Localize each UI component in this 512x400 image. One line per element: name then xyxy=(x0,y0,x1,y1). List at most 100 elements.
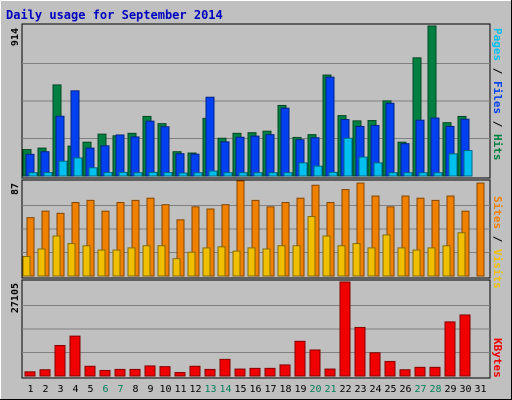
legend-entry: Visits xyxy=(491,249,504,289)
bar-visits-day-3 xyxy=(52,235,61,277)
bar-kbytes-day-11 xyxy=(174,372,186,377)
x-tick-label: 4 xyxy=(72,384,78,395)
bar-files-day-18 xyxy=(280,107,290,177)
bar-visits-day-8 xyxy=(127,247,136,277)
bar-pages-day-29 xyxy=(448,153,458,177)
bar-visits-day-25 xyxy=(382,234,391,277)
bar-kbytes-day-17 xyxy=(264,367,276,377)
bar-files-day-17 xyxy=(265,134,275,177)
bar-kbytes-day-13 xyxy=(204,368,216,377)
y-axis-max-label: 87 xyxy=(10,183,21,195)
bar-visits-day-17 xyxy=(262,248,271,277)
bar-files-day-28 xyxy=(430,117,440,177)
bar-pages-day-27 xyxy=(418,172,428,177)
x-tick-label: 1 xyxy=(27,384,33,395)
x-tick-label: 18 xyxy=(279,384,291,395)
bar-files-day-8 xyxy=(130,136,140,177)
bar-visits-day-29 xyxy=(442,245,451,277)
bar-kbytes-day-20 xyxy=(309,349,321,377)
bar-visits-day-27 xyxy=(412,249,421,277)
bar-kbytes-day-6 xyxy=(99,369,111,377)
bar-kbytes-day-18 xyxy=(279,364,291,377)
panel-kbytes: 27105 KBytes xyxy=(10,279,504,379)
bar-visits-day-4 xyxy=(67,243,76,277)
bar-pages-day-13 xyxy=(208,170,218,177)
bar-pages-day-19 xyxy=(298,162,308,177)
x-tick-label: 30 xyxy=(459,384,471,395)
bar-visits-day-6 xyxy=(97,249,106,277)
gridlines-kbytes xyxy=(22,305,490,353)
bar-kbytes-day-1 xyxy=(24,371,36,377)
x-tick-label: 7 xyxy=(117,384,123,395)
legend-entry: Files xyxy=(491,81,504,114)
x-tick-label: 16 xyxy=(249,384,261,395)
bar-pages-day-4 xyxy=(73,157,83,177)
bar-pages-day-25 xyxy=(388,172,398,177)
bar-files-day-10 xyxy=(160,126,170,177)
legend-hits-files-pages: Pages / Files / Hits xyxy=(491,28,504,161)
x-tick-label: 29 xyxy=(444,384,456,395)
bar-visits-day-10 xyxy=(157,245,166,277)
x-tick-label: 25 xyxy=(384,384,396,395)
x-tick-label: 6 xyxy=(102,384,108,395)
legend-entry: Hits xyxy=(491,134,504,161)
bar-kbytes-day-30 xyxy=(459,314,471,377)
x-tick-label: 3 xyxy=(57,384,63,395)
bars-hits xyxy=(22,25,473,177)
bar-pages-day-8 xyxy=(133,172,143,177)
x-tick-label: 19 xyxy=(294,384,306,395)
bar-kbytes-day-28 xyxy=(429,366,441,377)
x-tick-label: 17 xyxy=(264,384,276,395)
bar-visits-day-15 xyxy=(232,250,241,277)
legend-entry: / xyxy=(491,229,504,249)
x-tick-label: 11 xyxy=(174,384,186,395)
bar-kbytes-day-2 xyxy=(39,369,51,377)
bar-pages-day-28 xyxy=(433,172,443,177)
bar-files-day-7 xyxy=(115,134,125,177)
bars-sites xyxy=(22,180,485,277)
bar-files-day-15 xyxy=(235,136,245,177)
bar-visits-day-7 xyxy=(112,249,121,277)
bar-kbytes-day-22 xyxy=(339,281,351,377)
legend-entry: / xyxy=(491,61,504,81)
bar-visits-day-19 xyxy=(292,245,301,277)
bar-kbytes-day-23 xyxy=(354,326,366,377)
bar-kbytes-day-16 xyxy=(249,367,261,377)
bar-visits-day-1 xyxy=(22,256,31,277)
bar-kbytes-day-29 xyxy=(444,321,456,377)
bar-pages-day-10 xyxy=(163,172,173,177)
bar-visits-day-11 xyxy=(172,258,181,277)
bar-files-day-27 xyxy=(415,119,425,177)
y-axis-max-label: 914 xyxy=(10,28,21,46)
bar-kbytes-day-9 xyxy=(144,365,156,377)
x-tick-label: 13 xyxy=(204,384,216,395)
legend-entry: Sites xyxy=(491,196,504,229)
x-tick-label: 12 xyxy=(189,384,201,395)
bar-visits-day-13 xyxy=(202,247,211,277)
bar-kbytes-day-10 xyxy=(159,366,171,377)
bar-visits-day-21 xyxy=(322,235,331,277)
x-tick-label: 5 xyxy=(87,384,93,395)
y-axis-max-label: 27105 xyxy=(10,283,21,313)
x-axis-day-labels: 1 2 3 4 5 6 7 8 9 10 11 12 13 14 15 16 17 18 19 20 21 22 23 24 2… xyxy=(27,384,486,395)
bar-files-day-25 xyxy=(385,102,395,177)
bar-pages-day-20 xyxy=(313,165,323,177)
chart-title: Daily usage for September 2014 xyxy=(6,8,223,22)
bar-pages-day-5 xyxy=(88,167,98,177)
bar-kbytes-day-8 xyxy=(129,368,141,377)
bar-kbytes-day-12 xyxy=(189,365,201,377)
bar-files-day-6 xyxy=(100,145,110,177)
x-tick-label: 23 xyxy=(354,384,366,395)
bar-files-day-21 xyxy=(325,76,335,177)
bar-pages-day-1 xyxy=(28,172,38,177)
bar-kbytes-day-4 xyxy=(69,335,81,377)
bar-pages-day-6 xyxy=(103,172,113,177)
bar-visits-day-18 xyxy=(277,245,286,277)
x-tick-label: 2 xyxy=(42,384,48,395)
bar-pages-day-16 xyxy=(253,172,263,177)
x-tick-label: 24 xyxy=(369,384,381,395)
bar-visits-day-5 xyxy=(82,245,91,277)
x-tick-label: 10 xyxy=(159,384,171,395)
bar-kbytes-day-26 xyxy=(399,369,411,377)
